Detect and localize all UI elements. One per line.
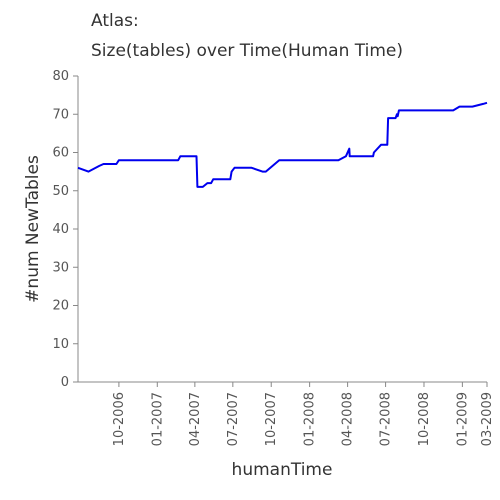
x-tick-label: 10-2006 [112, 392, 127, 446]
x-tick-label: 01-2009 [455, 392, 470, 446]
x-tick-label: 04-2008 [341, 392, 356, 446]
y-tick-label: 10 [52, 337, 69, 352]
x-tick-label: 01-2007 [150, 392, 165, 446]
series-layer [77, 101, 488, 188]
y-tick-label: 40 [52, 222, 69, 237]
x-tick-label: 10-2008 [417, 392, 432, 446]
x-axis: 10-2006 01-2007 04-2007 07-2007 10-2007 01-20… [78, 381, 495, 446]
chart-subtitle: Size(tables) over Time(Human Time) [91, 41, 403, 61]
chart-title: Atlas: [91, 11, 139, 31]
x-tick-label: 10-2007 [264, 392, 279, 446]
y-tick-label: 0 [61, 375, 69, 390]
y-axis: 0 10 20 30 40 50 60 70 80 [52, 69, 79, 390]
x-tick-label: 01-2008 [303, 392, 318, 446]
y-tick-label: 80 [52, 69, 69, 84]
y-tick-label: 70 [52, 107, 69, 122]
series-line-0 [77, 101, 488, 188]
y-tick-label: 30 [52, 260, 69, 275]
x-tick-label: 07-2007 [226, 392, 241, 446]
x-tick-label: 07-2008 [379, 392, 394, 446]
y-tick-label: 50 [52, 184, 69, 199]
y-tick-label: 60 [52, 146, 69, 161]
x-axis-title: humanTime [232, 460, 333, 480]
y-tick-label: 20 [52, 299, 69, 314]
x-tick-label: 04-2007 [188, 392, 203, 446]
x-tick-label: 03-2009 [480, 392, 495, 446]
y-axis-title: #num NewTables [23, 155, 43, 303]
